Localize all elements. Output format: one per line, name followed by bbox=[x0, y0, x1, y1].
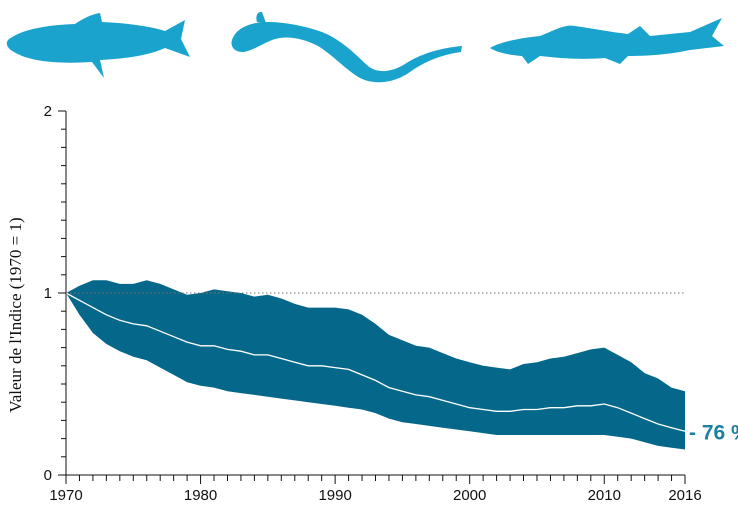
x-tick-label: 2000 bbox=[453, 487, 486, 504]
end-change-label: - 76 % bbox=[689, 421, 738, 444]
salmon-icon bbox=[6, 13, 190, 78]
x-tick-label: 1990 bbox=[318, 487, 351, 504]
sturgeon-icon bbox=[490, 18, 724, 64]
y-tick-label: 2 bbox=[44, 103, 52, 120]
index-line bbox=[65, 292, 686, 432]
lamprey-icon bbox=[231, 11, 462, 83]
y-tick-label: 0 bbox=[44, 467, 52, 484]
x-tick-label: 2016 bbox=[668, 487, 701, 504]
x-tick-label: 1980 bbox=[184, 487, 217, 504]
y-axis-label: Valeur de l'Indice (1970 = 1) bbox=[6, 217, 25, 412]
x-tick-label: 2010 bbox=[588, 487, 621, 504]
plot-area: 0 1 2 1970 1980 1990 2000 2010 2016 Valeur de l'I… bbox=[6, 103, 738, 504]
x-tick-label: 1970 bbox=[49, 487, 82, 504]
confidence-band bbox=[66, 280, 685, 450]
y-tick-label: 1 bbox=[44, 285, 52, 302]
